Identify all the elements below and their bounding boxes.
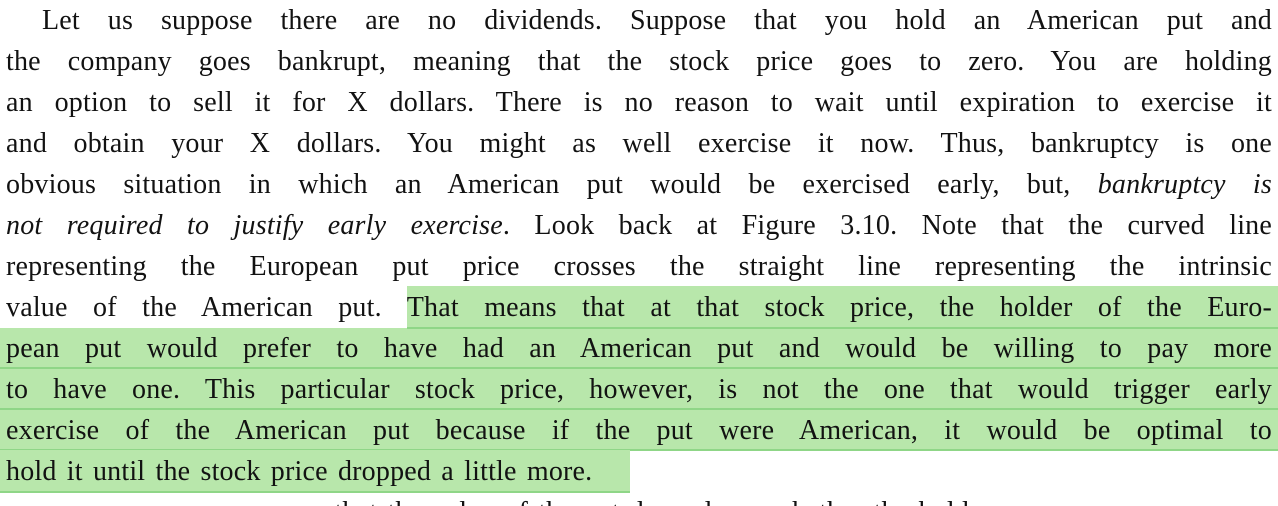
text-line-4: and obtain your X dollars. You might as …	[0, 123, 1278, 164]
italic-text: not required to justify early exercise	[6, 210, 503, 241]
text-line-6: not required to justify early exercise. …	[0, 205, 1278, 246]
partial-clipped-line: as we move on we can see that the value …	[0, 492, 1278, 506]
highlighted-line-11: exercise of the American put because if …	[0, 410, 1278, 451]
line-text: representing the European put price cros…	[6, 251, 1272, 282]
line-text: . Look back at Figure 3.10. Note that th…	[502, 210, 1272, 241]
text-line-12: hold it until the stock price dropped a …	[0, 450, 1278, 493]
highlighted-text: exercise of the American put because if …	[6, 415, 1272, 446]
text-line-7: representing the European put price cros…	[0, 246, 1278, 287]
line-text: Let us suppose there are no dividends. S…	[42, 5, 1272, 36]
highlighted-text: pean put would prefer to have had an Ame…	[6, 333, 1272, 364]
text-line-8: value of the American put. That means th…	[0, 286, 1278, 329]
text-line-5: obvious situation in which an American p…	[0, 164, 1278, 205]
highlighted-text: to have one. This particular stock price…	[6, 374, 1272, 405]
highlighted-line-9: pean put would prefer to have had an Ame…	[0, 328, 1278, 369]
line-text: the company goes bankrupt, meaning that …	[6, 46, 1272, 77]
text-line-3: an option to sell it for X dollars. Ther…	[0, 82, 1278, 123]
line-text: as we move on we can see that the value …	[6, 497, 991, 506]
highlighted-text: That means that at that stock price, the…	[406, 286, 1278, 329]
line-text: value of the American put.	[6, 292, 407, 323]
text-line-2: the company goes bankrupt, meaning that …	[0, 41, 1278, 82]
line-text: and obtain your X dollars. You might as …	[6, 128, 1272, 159]
line-text: an option to sell it for X dollars. Ther…	[6, 87, 1272, 118]
text-line-1: Let us suppose there are no dividends. S…	[0, 0, 1278, 41]
highlighted-text: hold it until the stock price dropped a …	[0, 450, 631, 493]
line-text: obvious situation in which an American p…	[6, 169, 1098, 200]
highlighted-line-10: to have one. This particular stock price…	[0, 369, 1278, 410]
italic-text: bankruptcy is	[1097, 169, 1272, 200]
